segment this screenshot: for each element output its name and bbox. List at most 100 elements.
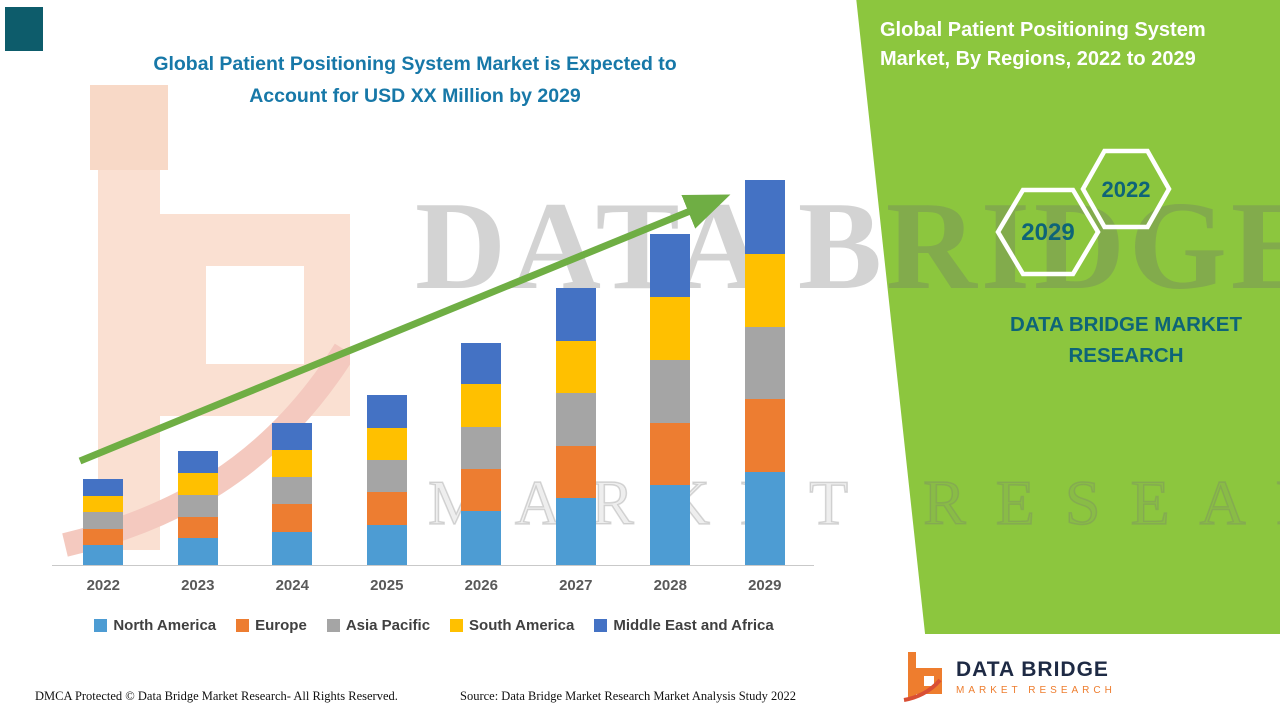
footer-source-text: Source: Data Bridge Market Research Mark…	[460, 689, 797, 703]
segment-asia-pacific	[650, 359, 691, 423]
bar-2028	[650, 233, 691, 565]
hexagon-2022-outline	[1080, 148, 1172, 230]
side-panel-title: Global Patient Positioning System Market…	[880, 19, 1206, 70]
chart-title-line1: Global Patient Positioning System Market…	[153, 53, 677, 75]
legend-label: Europe	[255, 617, 307, 634]
x-axis-label: 2022	[86, 577, 120, 594]
segment-north-america	[177, 537, 218, 565]
segment-middle-east-and-africa	[461, 342, 502, 385]
segment-asia-pacific	[555, 393, 596, 446]
bar-2026	[461, 342, 502, 565]
segment-asia-pacific	[461, 426, 502, 470]
x-axis-label: 2028	[653, 577, 687, 594]
bar-column: 2027	[529, 180, 624, 594]
hexagon-2022-label: 2022	[1102, 177, 1151, 202]
segment-north-america	[650, 485, 691, 565]
segment-north-america	[83, 544, 124, 565]
segment-south-america	[177, 473, 218, 496]
segment-europe	[744, 399, 785, 473]
segment-europe	[83, 528, 124, 545]
x-axis-label: 2027	[559, 577, 593, 594]
legend-swatch	[236, 619, 250, 632]
segment-europe	[461, 469, 502, 512]
legend-swatch	[326, 619, 340, 632]
logo-text-block: DATA BRIDGE MARKET RESEARCH	[956, 658, 1116, 696]
x-axis-label: 2025	[370, 577, 404, 594]
bar-column: 2029	[718, 180, 813, 594]
legend-label: Middle East and Africa	[613, 617, 774, 634]
legend-item: South America	[450, 617, 574, 634]
chart-title: Global Patient Positioning System Market…	[95, 48, 735, 112]
x-axis-label: 2024	[275, 577, 309, 594]
logo-title: DATA BRIDGE	[956, 658, 1109, 681]
bar-2025	[366, 395, 407, 565]
segment-south-america	[461, 384, 502, 427]
legend-item: Europe	[236, 617, 307, 634]
legend-swatch	[450, 619, 464, 632]
legend-label: North America	[113, 617, 217, 634]
segment-middle-east-and-africa	[83, 479, 124, 497]
segment-europe	[177, 516, 218, 538]
bar-chart: 2022 2023 2024 2025 2026 2027 2028 2029	[56, 180, 813, 594]
segment-north-america	[555, 498, 596, 565]
segment-middle-east-and-africa	[744, 180, 785, 254]
segment-asia-pacific	[83, 512, 124, 529]
x-axis-label: 2023	[181, 577, 215, 594]
segment-middle-east-and-africa	[177, 450, 218, 474]
x-axis-label: 2026	[464, 577, 498, 594]
chart-title-line2: Account for USD XX Million by 2029	[249, 85, 581, 108]
segment-middle-east-and-africa	[366, 395, 407, 428]
bar-column: 2022	[56, 180, 151, 594]
bar-column: 2023	[151, 180, 246, 594]
legend-swatch	[94, 619, 108, 632]
segment-north-america	[366, 524, 407, 565]
legend-item: Asia Pacific	[326, 617, 431, 634]
segment-europe	[650, 422, 691, 486]
logo-subtitle: MARKET RESEARCH	[956, 685, 1116, 696]
logo-card: DATA BRIDGE MARKET RESEARCH	[868, 634, 1280, 720]
legend-label: South America	[469, 617, 575, 634]
bar-2024	[272, 422, 313, 565]
bar-2027	[555, 288, 596, 565]
segment-south-america	[650, 297, 691, 360]
brand-text: DATA BRIDGE MARKET RESEARCH	[1010, 313, 1242, 367]
segment-south-america	[272, 449, 313, 478]
x-axis-label: 2029	[748, 577, 782, 594]
legend-label: Asia Pacific	[345, 617, 431, 634]
segment-south-america	[555, 340, 596, 394]
segment-asia-pacific	[177, 495, 218, 517]
segment-north-america	[744, 472, 785, 565]
bar-2029	[744, 180, 785, 565]
segment-middle-east-and-africa	[272, 422, 313, 450]
legend-swatch	[594, 619, 608, 632]
hexagon-years-graphic: 2029 2022	[995, 148, 1172, 277]
segment-north-america	[272, 531, 313, 565]
legend-item: North America	[94, 617, 216, 634]
bar-column: 2024	[245, 180, 340, 594]
segment-south-america	[83, 496, 124, 513]
hexagon-2029-outline	[995, 187, 1101, 277]
legend-item: Middle East and Africa	[594, 617, 774, 634]
x-axis-line	[52, 565, 814, 566]
segment-asia-pacific	[744, 326, 785, 400]
legend: North America Europe Asia Pacific South Ame…	[42, 617, 826, 634]
segment-south-america	[366, 427, 407, 460]
segment-europe	[555, 445, 596, 499]
footer-dmca-text: DMCA Protected © Data Bridge Market Rese…	[35, 689, 398, 703]
corner-accent-square	[5, 7, 43, 51]
bar-column: 2026	[434, 180, 529, 594]
segment-europe	[366, 492, 407, 525]
segment-middle-east-and-africa	[650, 233, 691, 298]
bar-column: 2028	[623, 180, 718, 594]
segment-north-america	[461, 511, 502, 565]
hexagon-2029-label: 2029	[1021, 219, 1074, 246]
segment-europe	[272, 504, 313, 532]
data-bridge-logo-icon	[903, 652, 942, 702]
segment-asia-pacific	[366, 459, 407, 493]
bar-column: 2025	[340, 180, 435, 594]
bar-2023	[177, 450, 218, 565]
segment-middle-east-and-africa	[555, 288, 596, 341]
bar-2022	[83, 479, 124, 565]
